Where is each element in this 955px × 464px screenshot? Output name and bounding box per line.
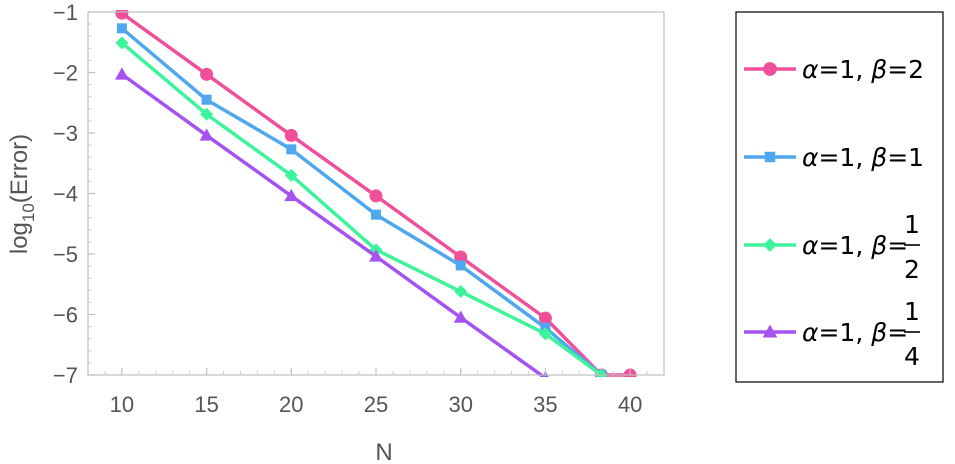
x-tick-label: 15 [194, 392, 218, 417]
legend-swatch-marker [763, 238, 777, 252]
series-line [120, 26, 603, 377]
legend-fraction-numerator: 1 [904, 297, 920, 326]
axes: 10 15 20 25 30 35 40−1−2−3−4−5−6−7Nlog10(Error… [6, 0, 665, 464]
legend-beta-value: = [887, 318, 908, 347]
x-tick-label: 25 [364, 392, 388, 417]
plot-area [114, 10, 637, 377]
legend-item: α=1, β=2 [744, 55, 924, 84]
legend-item: α=1, β=1 [744, 143, 924, 172]
data-point [455, 260, 466, 271]
legend-beta-symbol: β [870, 231, 887, 260]
legend-item: α=1, β=1 2 [744, 210, 920, 284]
data-point [369, 249, 383, 262]
data-point [454, 250, 468, 264]
legend-alpha-value: =1, [818, 143, 871, 172]
data-point [200, 107, 214, 121]
x-tick-label: 10 [110, 392, 134, 417]
y-tick-label: −3 [53, 121, 78, 146]
legend-alpha-symbol: α [802, 143, 819, 172]
legend-item: α=1, β=1 4 [744, 297, 920, 371]
y-tick-label: −4 [53, 182, 78, 207]
legend-beta-value: =1 [887, 143, 924, 172]
legend-label: α=1, β=1 [802, 143, 924, 172]
legend-alpha-symbol: α [802, 231, 819, 260]
legend-fraction-denominator: 2 [904, 255, 920, 284]
legend-swatch-marker [763, 62, 777, 76]
y-axis-title-sub: 10 [19, 203, 38, 222]
data-point [201, 94, 212, 105]
series-4 [114, 67, 549, 377]
data-point [116, 23, 127, 34]
data-point [286, 144, 297, 155]
data-point [115, 10, 129, 20]
x-tick-label: 30 [448, 392, 472, 417]
y-axis-title-main: log [6, 222, 33, 254]
data-point [200, 67, 214, 81]
series-1 [115, 10, 637, 377]
legend-swatch-marker [764, 151, 776, 163]
data-point [538, 327, 552, 341]
legend-alpha-value: =1, [818, 55, 871, 84]
data-point [284, 128, 298, 142]
data-point [199, 128, 214, 141]
y-tick-label: −6 [53, 303, 78, 328]
y-axis-title-rest: (Error) [6, 134, 33, 203]
series-3 [115, 36, 608, 377]
data-point [538, 311, 552, 325]
y-tick-label: −1 [53, 0, 78, 25]
x-axis-title: N [375, 439, 392, 464]
y-tick-label: −7 [53, 363, 78, 388]
legend-beta-value: = [887, 231, 908, 260]
legend: α=1, β=2α=1, β=1α=1, β=12α=1, β=14 [735, 11, 944, 383]
y-axis-title: log10(Error) [6, 134, 38, 254]
legend-swatch-marker [762, 324, 778, 338]
series-line [120, 41, 603, 377]
x-tick-label: 20 [279, 392, 303, 417]
x-tick-label: 40 [618, 392, 642, 417]
legend-label: α=1, β= [802, 318, 908, 347]
data-point [115, 36, 129, 50]
data-point [453, 310, 468, 323]
legend-alpha-value: =1, [818, 231, 871, 260]
data-point [369, 189, 383, 203]
legend-alpha-symbol: α [802, 318, 819, 347]
legend-fraction-denominator: 4 [904, 342, 920, 371]
y-tick-label: −5 [53, 242, 78, 267]
series-group [114, 10, 637, 377]
data-point [284, 188, 299, 202]
data-point [284, 168, 298, 182]
data-point [371, 209, 381, 220]
legend-fraction-numerator: 1 [904, 210, 920, 239]
legend-alpha-value: =1, [818, 318, 871, 347]
legend-beta-symbol: β [870, 55, 887, 84]
y-tick-label: −2 [53, 61, 78, 86]
x-tick-label: 35 [533, 392, 557, 417]
series-line [120, 72, 547, 377]
legend-beta-symbol: β [870, 318, 887, 347]
legend-beta-value: =2 [887, 55, 924, 84]
legend-alpha-symbol: α [802, 55, 819, 84]
legend-beta-symbol: β [870, 143, 887, 172]
legend-label: α=1, β= [802, 231, 908, 260]
data-point [454, 285, 468, 299]
legend-label: α=1, β=2 [802, 55, 924, 84]
data-point [114, 67, 129, 80]
